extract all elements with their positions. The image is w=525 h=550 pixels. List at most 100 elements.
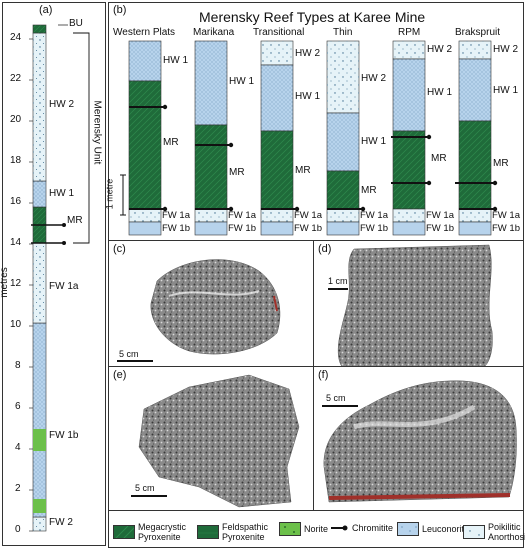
tick-label: 18 — [10, 155, 22, 166]
column-brakspruit — [455, 40, 498, 236]
scale-bar-c — [117, 360, 153, 362]
reef-columns — [120, 40, 498, 236]
leuconorite-swatch — [397, 522, 419, 536]
panel-c-label: (c) — [113, 243, 126, 255]
layer-label: FW 1a — [294, 210, 322, 221]
layer-label: MR — [295, 165, 311, 176]
merensky-unit-label: Merensky Unit — [91, 100, 103, 165]
layer-label: MR — [361, 185, 377, 196]
column-thin — [326, 40, 366, 236]
column-title: RPM — [398, 27, 421, 38]
tick-label: 22 — [10, 73, 22, 84]
legend-label: Poikilitic Anorthosite — [488, 522, 525, 542]
panel-a: (a) 0 2 4 6 8 10 12 14 16 18 20 22 24 me… — [0, 2, 106, 546]
panel-e: (e) 5 cm — [108, 366, 314, 511]
panel-d: (d) 1 cm — [313, 240, 524, 368]
scale-bar-f — [322, 405, 358, 407]
unit-label-bu: BU — [69, 18, 83, 29]
tick-label: 16 — [10, 196, 22, 207]
legend-item-megacrystic: Megacrystic Pyroxenite — [113, 522, 196, 542]
panel-f: (f) 5 cm — [313, 366, 524, 511]
column-title: Thin — [333, 27, 353, 38]
layer-label: FW 1a — [228, 210, 256, 221]
layer-label: FW 1a — [426, 210, 454, 221]
unit-label-hw2: HW 2 — [49, 99, 74, 110]
tick-label: 14 — [10, 237, 22, 248]
layer-label: FW 1b — [492, 223, 520, 234]
layer-label: FW 1b — [360, 223, 388, 234]
scale-bar-e — [131, 495, 167, 497]
unit-label-mr: MR — [67, 215, 83, 226]
anorthosite-swatch — [463, 525, 485, 539]
layer-label: FW 1a — [360, 210, 388, 221]
layer-label: MR — [163, 137, 179, 148]
tick-label: 20 — [10, 114, 22, 125]
layer-label: HW 2 — [295, 48, 320, 59]
legend-label: Norite — [304, 524, 329, 534]
layer-label: HW 1 — [295, 91, 320, 102]
feldspathic-swatch — [197, 525, 219, 539]
scale-label-c: 5 cm — [119, 349, 139, 359]
panel-f-label: (f) — [318, 369, 329, 381]
scale-bar-label: 1 metre — [104, 178, 115, 210]
tick-label: 4 — [15, 442, 21, 453]
column-rpm — [391, 40, 432, 236]
chromitite-arrow — [331, 525, 348, 531]
layer-label: HW 1 — [163, 55, 188, 66]
layer-label: FW 1a — [492, 210, 520, 221]
panel-a-column — [29, 24, 90, 532]
column-western-plats — [128, 40, 168, 236]
legend-label: Megacrystic Pyroxenite — [138, 522, 187, 542]
legend-label: Chromitite — [352, 523, 394, 533]
column-transitional — [260, 40, 300, 236]
column-marikana — [194, 40, 234, 236]
tick-label: 6 — [15, 401, 21, 412]
column-title: Western Plats — [113, 27, 176, 38]
unit-label-fw1b: FW 1b — [49, 430, 79, 441]
layer-label: FW 1b — [162, 223, 190, 234]
tick-label: 10 — [10, 319, 22, 330]
megacrystic-swatch — [113, 525, 135, 539]
layer-label: MR — [431, 153, 447, 164]
rock-sample-d — [337, 244, 493, 368]
unit-label-fw1a: FW 1a — [49, 281, 79, 292]
unit-label-fw2: FW 2 — [49, 517, 73, 528]
panel-b-title: Merensky Reef Types at Karee Mine — [199, 9, 426, 25]
panel-a-label: (a) — [39, 4, 53, 16]
scale-bar-d — [328, 288, 348, 290]
legend-label: Leuconorite — [422, 524, 470, 534]
panel-e-label: (e) — [113, 369, 127, 381]
rock-sample-f — [323, 380, 517, 503]
scale-label-f: 5 cm — [326, 393, 346, 403]
panel-b-label: (b) — [113, 4, 127, 16]
legend: Megacrystic Pyroxenite Feldspathic Pyrox… — [108, 510, 525, 548]
tick-label: 24 — [10, 32, 22, 43]
rock-sample-c — [150, 259, 281, 355]
layer-label: HW 2 — [427, 44, 452, 55]
column-title: Marikana — [193, 27, 235, 38]
layer-label: HW 2 — [361, 73, 386, 84]
layer-label: HW 1 — [493, 85, 518, 96]
legend-item-norite: Norite — [279, 522, 328, 536]
legend-label: Feldspathic Pyroxenite — [222, 522, 269, 542]
layer-label: FW 1b — [228, 223, 256, 234]
panel-b: (b) Merensky Reef Types at Karee Mine — [104, 2, 524, 241]
legend-item-anorthosite: Poikilitic Anorthosite — [463, 522, 525, 542]
tick-label: 2 — [15, 483, 21, 494]
layer-label: HW 2 — [493, 44, 518, 55]
layer-label: MR — [493, 158, 509, 169]
legend-item-chromitite: Chromitite — [331, 523, 393, 533]
scale-label-e: 5 cm — [135, 483, 155, 493]
scale-label-d: 1 cm — [328, 276, 348, 286]
layer-label: FW 1b — [294, 223, 322, 234]
layer-label: HW 1 — [361, 136, 386, 147]
tick-label: 8 — [15, 360, 21, 371]
layer-label: FW 1a — [162, 210, 190, 221]
column-title: Brakspruit — [455, 27, 501, 38]
panel-c: (c) 5 cm — [108, 240, 314, 367]
layer-label: FW 1b — [426, 223, 454, 234]
tick-label: 0 — [15, 524, 21, 535]
layer-label: HW 1 — [427, 87, 452, 98]
unit-label-hw1: HW 1 — [49, 188, 74, 199]
panel-d-label: (d) — [318, 243, 332, 255]
